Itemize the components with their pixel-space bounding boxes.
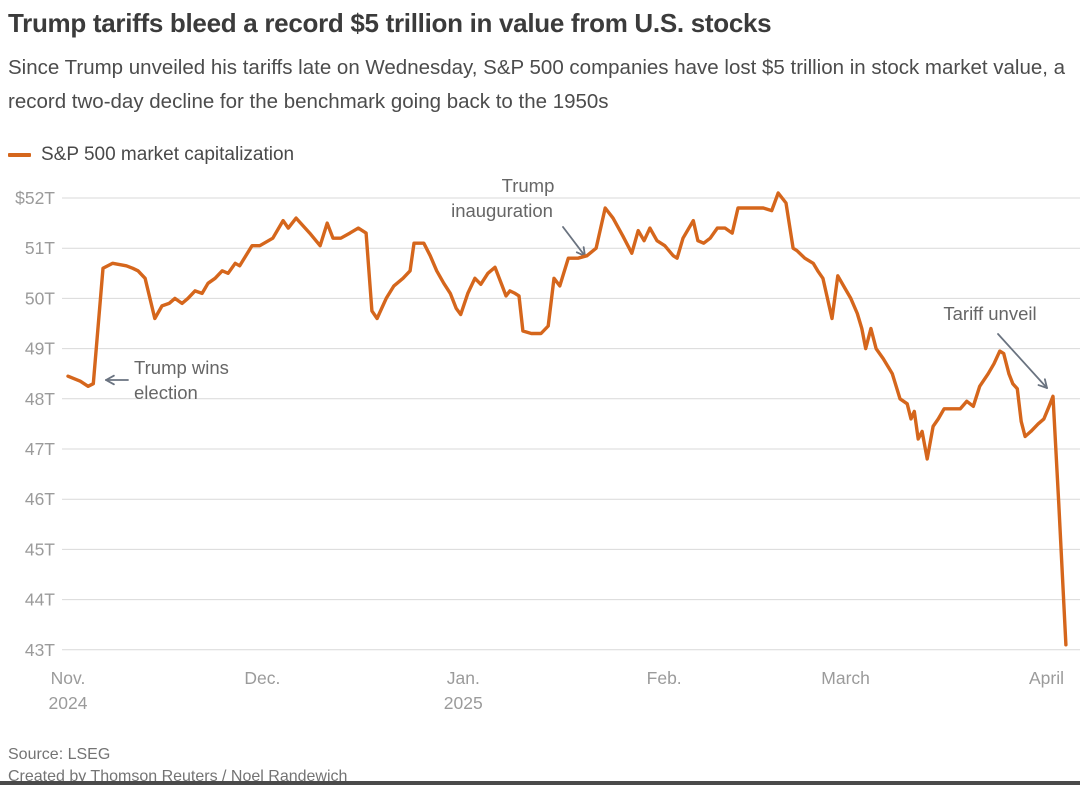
legend-line-swatch-icon bbox=[8, 153, 31, 157]
annotation-arrowhead-trump-wins-election bbox=[105, 379, 115, 386]
legend: S&P 500 market capitalization bbox=[8, 144, 294, 166]
y-tick-label: 44T bbox=[25, 590, 55, 610]
x-tick-label: Dec. bbox=[244, 668, 280, 688]
x-tick-label: March bbox=[821, 668, 870, 688]
y-tick-label: 50T bbox=[25, 288, 55, 308]
page-title: Trump tariffs bleed a record $5 trillion… bbox=[8, 8, 772, 38]
y-tick-label: $52T bbox=[15, 188, 55, 208]
page-subtitle: Since Trump unveiled his tariffs late on… bbox=[8, 56, 1066, 113]
source-text: Source: LSEG bbox=[8, 746, 111, 763]
y-tick-label: 49T bbox=[25, 339, 55, 359]
annotation-arrowhead-trump-inauguration bbox=[582, 246, 586, 257]
legend-label: S&P 500 market capitalization bbox=[41, 144, 295, 165]
bottom-divider-bar bbox=[0, 781, 1080, 785]
annotation-arrowhead-tariff-unveil bbox=[1043, 378, 1048, 389]
annotation-arrow-trump-inauguration bbox=[562, 226, 586, 257]
y-tick-label: 48T bbox=[25, 389, 55, 409]
y-tick-label: 45T bbox=[25, 539, 55, 559]
x-tick-year-label: 2024 bbox=[49, 693, 88, 713]
annotation-arrowhead-tariff-unveil bbox=[1037, 384, 1048, 389]
x-tick-label: Nov. bbox=[51, 668, 86, 688]
y-tick-label: 46T bbox=[25, 489, 55, 509]
annotation-arrow-tariff-unveil bbox=[997, 333, 1048, 389]
x-tick-year-label: 2025 bbox=[444, 693, 483, 713]
annotation-label-trump-wins-election: election bbox=[134, 382, 198, 403]
annotation-arrowhead-trump-wins-election bbox=[105, 374, 115, 381]
x-tick-label: Feb. bbox=[647, 668, 682, 688]
y-tick-label: 51T bbox=[25, 238, 55, 258]
y-tick-label: 47T bbox=[25, 439, 55, 459]
sp500-market-cap-line bbox=[66, 191, 1068, 647]
footer: Source: LSEG Created by Thomson Reuters … bbox=[8, 744, 347, 788]
annotation-label-trump-wins-election: Trump wins bbox=[134, 357, 229, 378]
x-tick-label: April bbox=[1029, 668, 1064, 688]
credit-text: Created by Thomson Reuters / Noel Randew… bbox=[8, 768, 348, 785]
y-tick-label: 43T bbox=[25, 640, 55, 660]
x-tick-label: Jan. bbox=[447, 668, 480, 688]
annotation-label-trump-inauguration: inauguration bbox=[451, 200, 553, 221]
annotation-label-tariff-unveil: Tariff unveil bbox=[943, 303, 1036, 324]
annotation-label-trump-inauguration: Trump bbox=[502, 175, 555, 196]
